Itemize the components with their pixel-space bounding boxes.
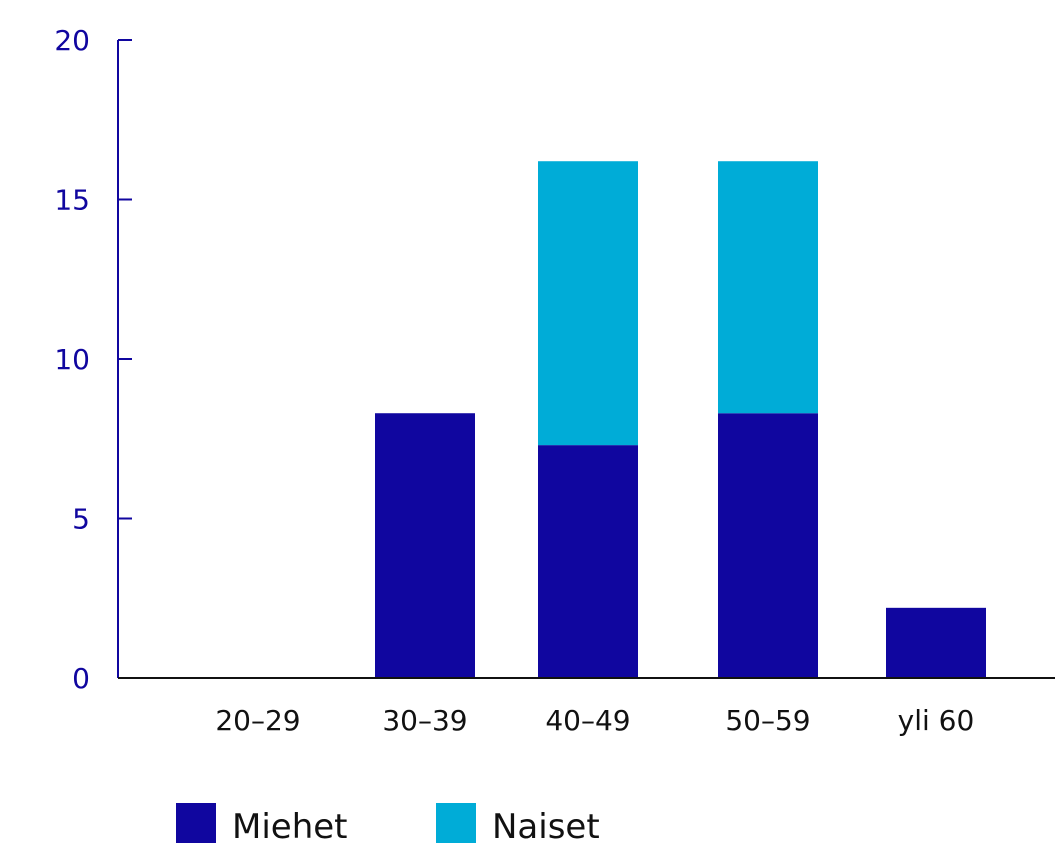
legend-swatch-miehet	[176, 803, 216, 843]
bar-miehet-1	[375, 413, 475, 678]
y-tick-label: 15	[54, 184, 90, 217]
y-tick-label: 0	[72, 662, 90, 695]
y-tick-label: 5	[72, 503, 90, 536]
x-category-label: 40–49	[545, 704, 630, 737]
x-category-label: 50–59	[725, 704, 810, 737]
x-category-label: yli 60	[898, 704, 975, 737]
legend-label-miehet: Miehet	[232, 807, 348, 845]
legend-label-naiset: Naiset	[492, 807, 600, 845]
y-tick-label: 20	[54, 24, 90, 57]
bar-naiset-3	[718, 161, 818, 414]
bar-miehet-2	[538, 445, 638, 678]
x-category-label: 30–39	[382, 704, 467, 737]
x-ticks-layer: 20–29 30–39 40–49 50–59 yli 60	[215, 704, 974, 737]
legend-swatch-naiset	[436, 803, 476, 843]
bar-miehet-3	[718, 413, 818, 678]
y-tick-label: 10	[54, 343, 90, 376]
bar-miehet-4	[886, 607, 986, 678]
legend: Miehet Naiset	[176, 803, 600, 845]
x-category-label: 20–29	[215, 704, 300, 737]
bars-layer	[375, 161, 986, 678]
bar-naiset-2	[538, 161, 638, 446]
y-ticks-layer: 0 5 10 15 20	[54, 24, 132, 695]
